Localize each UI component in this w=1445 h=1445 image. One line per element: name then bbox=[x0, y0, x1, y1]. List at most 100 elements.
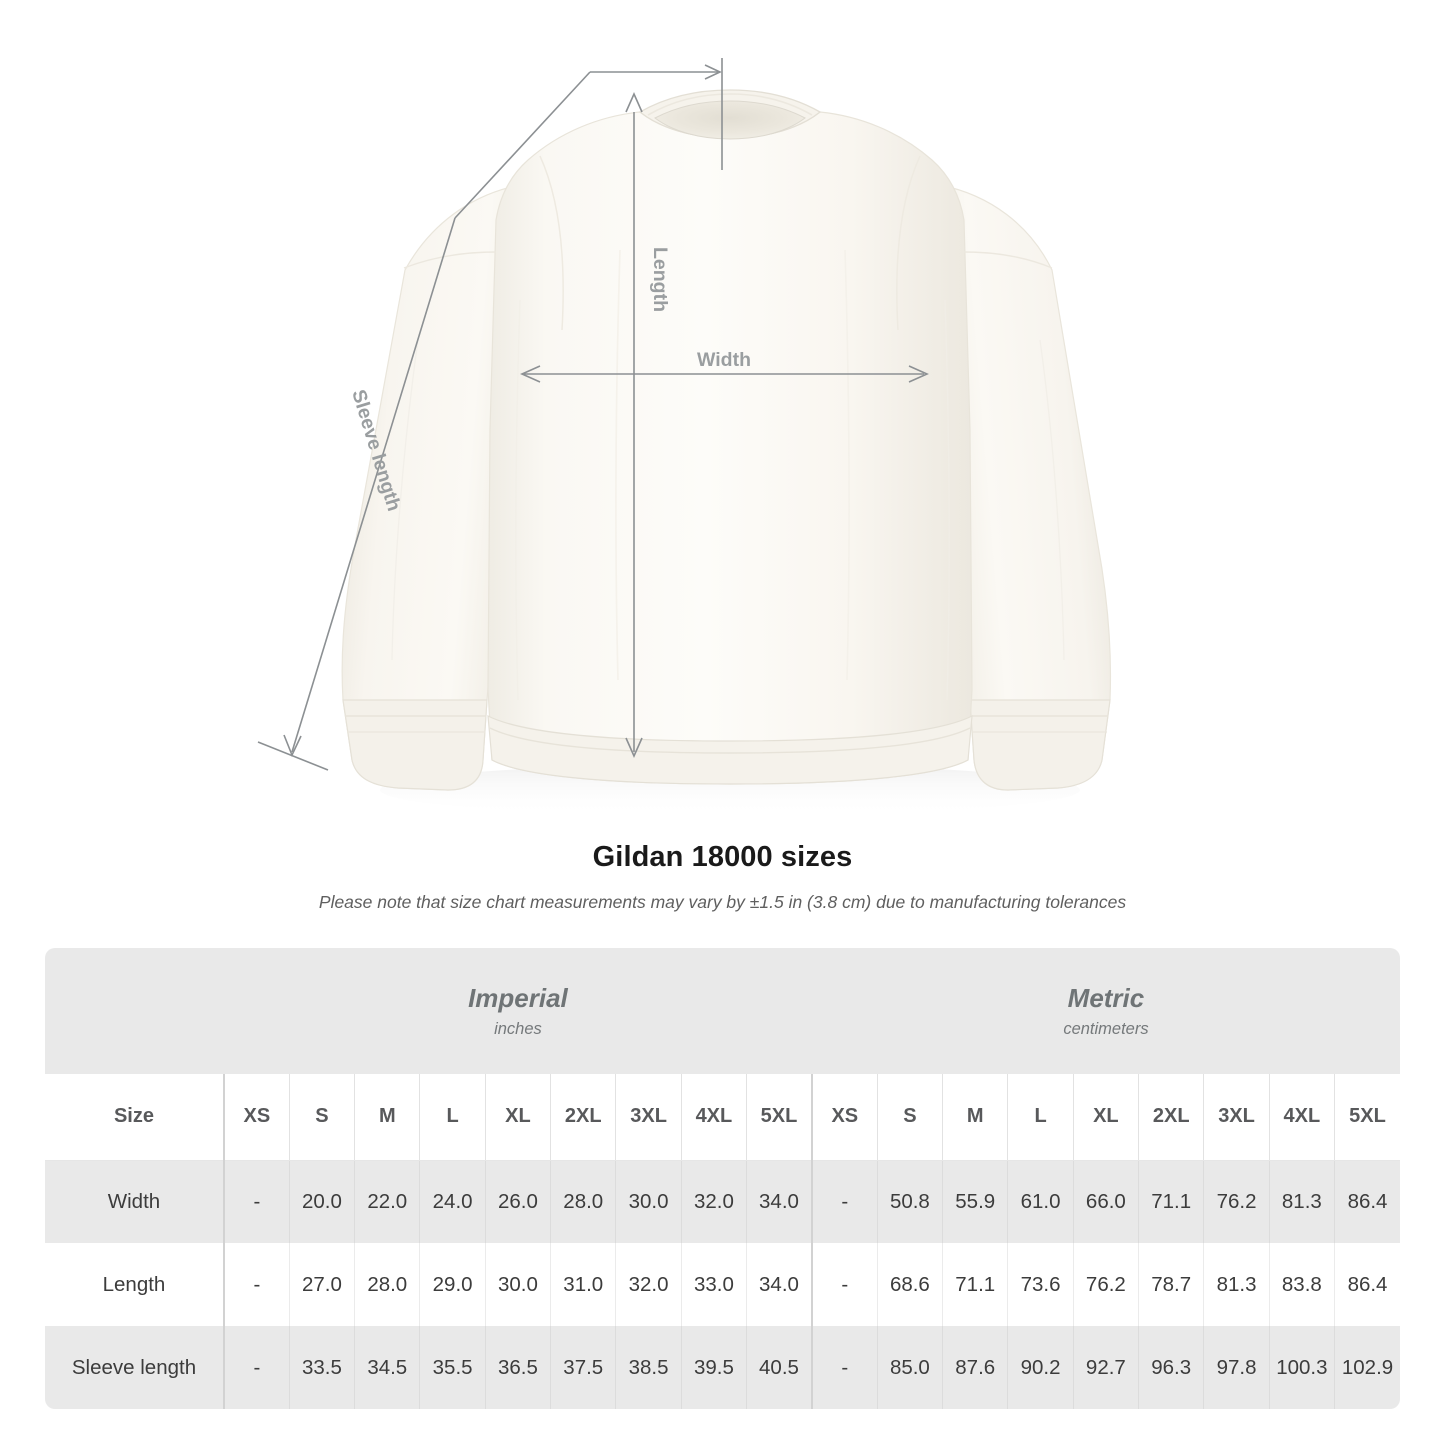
size-table-wrapper: Imperial inches Metric centimeters Size … bbox=[45, 948, 1400, 1409]
cell-sleeve-metric-m: 87.6 bbox=[942, 1326, 1008, 1409]
unit-header-row: Imperial inches Metric centimeters bbox=[45, 948, 1400, 1074]
cell-sleeve-metric-3xl: 97.8 bbox=[1203, 1326, 1270, 1409]
cell-width-metric-2xl: 71.1 bbox=[1138, 1160, 1204, 1243]
cell-length-metric-3xl: 81.3 bbox=[1203, 1243, 1270, 1326]
size-cell-metric-xs: XS bbox=[810, 1074, 878, 1161]
size-header-row: Size XS S M L XL 2XL 3XL 4XL 5XL XS S M … bbox=[45, 1074, 1400, 1161]
table-row: Sleeve length - 33.5 34.5 35.5 36.5 37.5… bbox=[45, 1326, 1400, 1409]
size-label-cell: Size bbox=[45, 1074, 224, 1161]
cell-length-metric-xl: 76.2 bbox=[1072, 1243, 1139, 1326]
cell-width-metric-l: 61.0 bbox=[1007, 1160, 1074, 1243]
cell-sleeve-metric-4xl: 100.3 bbox=[1268, 1326, 1335, 1409]
cell-width-metric-xl: 66.0 bbox=[1072, 1160, 1139, 1243]
cell-width-imperial-xs: - bbox=[222, 1160, 290, 1243]
cell-width-imperial-s: 20.0 bbox=[288, 1160, 355, 1243]
size-cell-metric-3xl: 3XL bbox=[1203, 1074, 1270, 1161]
unit-spacer-cell bbox=[45, 948, 224, 1074]
cell-width-metric-4xl: 81.3 bbox=[1268, 1160, 1335, 1243]
unit-name-imperial: Imperial bbox=[468, 982, 568, 1013]
cell-length-metric-4xl: 83.8 bbox=[1268, 1243, 1335, 1326]
cell-width-metric-3xl: 76.2 bbox=[1203, 1160, 1270, 1243]
size-table: Imperial inches Metric centimeters Size … bbox=[45, 948, 1400, 1409]
cell-width-imperial-xl: 26.0 bbox=[484, 1160, 551, 1243]
cell-width-imperial-l: 24.0 bbox=[419, 1160, 486, 1243]
cell-length-imperial-xl: 30.0 bbox=[484, 1243, 551, 1326]
cell-width-imperial-5xl: 34.0 bbox=[746, 1160, 812, 1243]
cell-sleeve-imperial-5xl: 40.5 bbox=[746, 1326, 812, 1409]
cell-sleeve-metric-xs: - bbox=[810, 1326, 878, 1409]
size-cell-imperial-3xl: 3XL bbox=[615, 1074, 682, 1161]
cell-width-imperial-m: 22.0 bbox=[354, 1160, 420, 1243]
unit-group-imperial: Imperial inches bbox=[223, 948, 812, 1074]
cell-sleeve-metric-s: 85.0 bbox=[876, 1326, 943, 1409]
page-title: Gildan 18000 sizes bbox=[592, 841, 853, 873]
size-cell-metric-xl: XL bbox=[1072, 1074, 1139, 1161]
length-guide bbox=[625, 92, 643, 758]
cell-length-imperial-5xl: 34.0 bbox=[746, 1243, 812, 1326]
size-cell-imperial-xl: XL bbox=[484, 1074, 551, 1161]
cell-sleeve-metric-2xl: 96.3 bbox=[1138, 1326, 1204, 1409]
garment-diagram: Length Width Sleeve length bbox=[257, 58, 1112, 816]
cell-sleeve-imperial-2xl: 37.5 bbox=[550, 1326, 616, 1409]
cell-sleeve-imperial-m: 34.5 bbox=[354, 1326, 420, 1409]
sweatshirt-illustration bbox=[341, 89, 1112, 816]
cell-length-metric-l: 73.6 bbox=[1007, 1243, 1074, 1326]
unit-sub-metric: centimeters bbox=[1063, 1020, 1149, 1039]
size-cell-metric-5xl: 5XL bbox=[1334, 1074, 1400, 1161]
cell-length-metric-s: 68.6 bbox=[876, 1243, 943, 1326]
cell-sleeve-imperial-3xl: 38.5 bbox=[615, 1326, 682, 1409]
unit-group-metric: Metric centimeters bbox=[811, 948, 1400, 1074]
row-label-length: Length bbox=[45, 1243, 224, 1326]
cell-length-imperial-l: 29.0 bbox=[419, 1243, 486, 1326]
table-row: Width - 20.0 22.0 24.0 26.0 28.0 30.0 32… bbox=[45, 1160, 1400, 1243]
unit-name-metric: Metric bbox=[1067, 982, 1145, 1013]
cell-sleeve-metric-xl: 92.7 bbox=[1072, 1326, 1139, 1409]
cell-width-metric-5xl: 86.4 bbox=[1334, 1160, 1400, 1243]
cell-length-imperial-xs: - bbox=[222, 1243, 290, 1326]
size-cell-imperial-xs: XS bbox=[222, 1074, 290, 1161]
width-label: Width bbox=[697, 349, 751, 371]
cell-sleeve-metric-5xl: 102.9 bbox=[1334, 1326, 1400, 1409]
table-row: Length - 27.0 28.0 29.0 30.0 31.0 32.0 3… bbox=[45, 1243, 1400, 1326]
cell-width-imperial-3xl: 30.0 bbox=[615, 1160, 682, 1243]
size-cell-imperial-4xl: 4XL bbox=[680, 1074, 747, 1161]
cell-sleeve-imperial-4xl: 39.5 bbox=[680, 1326, 747, 1409]
row-label-sleeve-length: Sleeve length bbox=[45, 1326, 224, 1409]
cell-length-metric-m: 71.1 bbox=[942, 1243, 1008, 1326]
size-cell-metric-s: S bbox=[876, 1074, 943, 1161]
size-cell-metric-l: L bbox=[1007, 1074, 1074, 1161]
cell-length-imperial-2xl: 31.0 bbox=[550, 1243, 616, 1326]
size-cell-imperial-s: S bbox=[288, 1074, 355, 1161]
cell-length-metric-5xl: 86.4 bbox=[1334, 1243, 1400, 1326]
sleeve-length-label: Sleeve length bbox=[347, 387, 405, 514]
cell-length-imperial-4xl: 33.0 bbox=[680, 1243, 747, 1326]
tolerance-note: Please note that size chart measurements… bbox=[318, 891, 1127, 912]
cell-width-imperial-4xl: 32.0 bbox=[680, 1160, 747, 1243]
size-cell-imperial-l: L bbox=[419, 1074, 486, 1161]
cell-sleeve-imperial-l: 35.5 bbox=[419, 1326, 486, 1409]
cell-width-imperial-2xl: 28.0 bbox=[550, 1160, 616, 1243]
size-cell-metric-2xl: 2XL bbox=[1138, 1074, 1204, 1161]
cell-width-metric-m: 55.9 bbox=[942, 1160, 1008, 1243]
row-label-width: Width bbox=[45, 1160, 224, 1243]
cell-sleeve-imperial-xl: 36.5 bbox=[484, 1326, 551, 1409]
size-cell-imperial-m: M bbox=[354, 1074, 420, 1161]
cell-sleeve-imperial-xs: - bbox=[222, 1326, 290, 1409]
cell-length-imperial-3xl: 32.0 bbox=[615, 1243, 682, 1326]
cell-sleeve-imperial-s: 33.5 bbox=[288, 1326, 355, 1409]
sleeve-length-guide bbox=[257, 58, 723, 771]
width-guide bbox=[520, 365, 929, 383]
cell-length-metric-xs: - bbox=[810, 1243, 878, 1326]
unit-sub-imperial: inches bbox=[494, 1020, 542, 1039]
length-label: Length bbox=[649, 247, 671, 312]
cell-width-metric-xs: - bbox=[810, 1160, 878, 1243]
cell-length-metric-2xl: 78.7 bbox=[1138, 1243, 1204, 1326]
heading-block: Gildan 18000 sizes Please note that size… bbox=[0, 840, 1445, 914]
cell-length-imperial-m: 28.0 bbox=[354, 1243, 420, 1326]
cell-sleeve-metric-l: 90.2 bbox=[1007, 1326, 1074, 1409]
measurement-overlay: Length Width Sleeve length bbox=[257, 58, 929, 771]
cell-length-imperial-s: 27.0 bbox=[288, 1243, 355, 1326]
cell-width-metric-s: 50.8 bbox=[876, 1160, 943, 1243]
size-cell-metric-4xl: 4XL bbox=[1268, 1074, 1335, 1161]
